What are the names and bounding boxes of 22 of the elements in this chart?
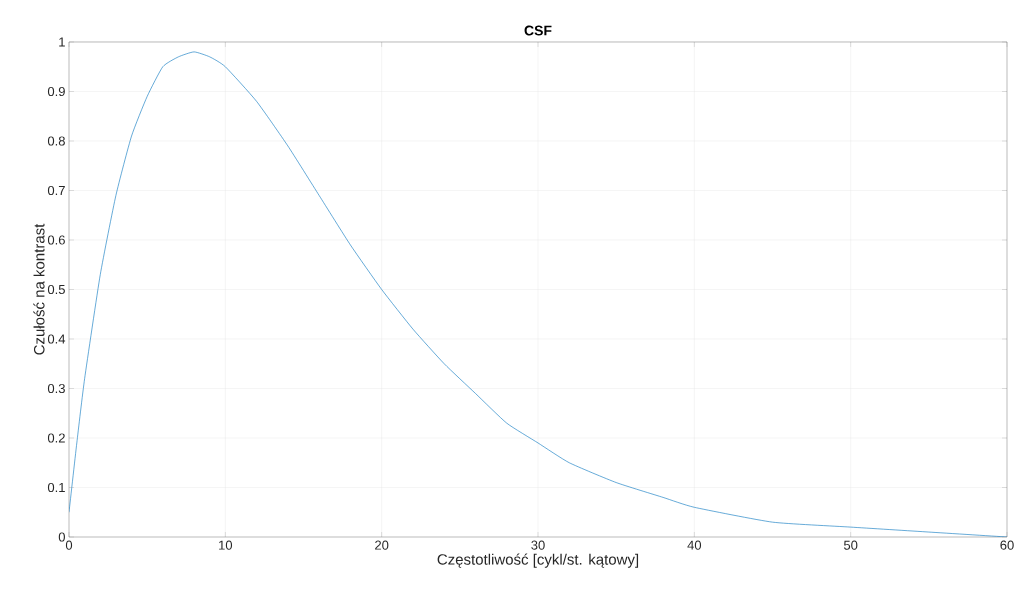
- x-tick-label: 40: [687, 540, 702, 550]
- x-tick-label: 0: [65, 540, 73, 550]
- y-tick-label: 0.2: [47, 433, 65, 443]
- y-tick-label: 0.1: [47, 482, 65, 493]
- y-tick-label: 0: [58, 532, 65, 542]
- x-tick-label: 50: [843, 540, 858, 550]
- x-tick-label: 10: [219, 540, 233, 550]
- x-tick-label: 60: [1000, 540, 1014, 550]
- y-tick-label: 1: [59, 37, 65, 47]
- y-tick-label: 0.7: [47, 185, 65, 196]
- line-series: [69, 51, 1007, 537]
- y-axis-title: Czułość na kontrast: [33, 223, 45, 355]
- y-tick-label: 0.4: [47, 334, 66, 344]
- x-tick-label: 20: [375, 540, 389, 550]
- x-axis-title: Częstotliwość [cykl/st. kątowy]: [437, 553, 639, 568]
- x-tick-label: 30: [531, 540, 545, 550]
- y-tick-label: 0.8: [47, 136, 65, 146]
- y-tick-label: 0.6: [47, 235, 65, 245]
- y-tick-label: 0.3: [47, 383, 65, 394]
- y-tick-label: 0.5: [47, 284, 65, 295]
- chart-title: CSF: [524, 25, 552, 36]
- y-tick-label: 0.9: [47, 86, 65, 97]
